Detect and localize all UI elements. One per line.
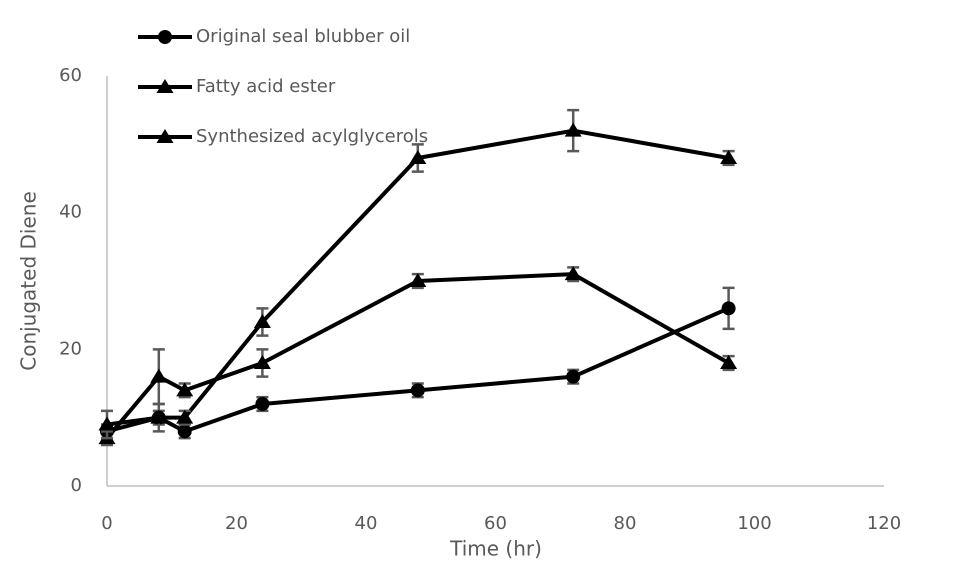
data-point	[255, 397, 270, 411]
data-point	[176, 409, 194, 424]
data-point	[177, 424, 192, 439]
data-point	[720, 150, 738, 164]
y-tick-label: 40	[59, 202, 82, 223]
x-tick-label: 60	[484, 513, 507, 534]
y-axis-label: Conjugated Diene	[17, 191, 41, 371]
data-point	[721, 301, 736, 316]
y-tick-label: 60	[59, 65, 82, 86]
x-tick-label: 80	[614, 513, 637, 534]
data-point	[409, 150, 427, 164]
data-point	[150, 368, 168, 383]
data-point	[176, 382, 194, 397]
legend-marker	[156, 129, 174, 143]
x-tick-label: 40	[355, 513, 378, 534]
legend-marker	[158, 30, 172, 44]
legend-label: Original seal blubber oil	[196, 26, 410, 47]
y-tick-label: 20	[59, 338, 82, 359]
data-point	[253, 355, 271, 369]
data-point	[720, 355, 738, 369]
data-point	[564, 122, 582, 137]
x-tick-label: 0	[101, 513, 112, 534]
legend-label: Fatty acid ester	[196, 76, 336, 97]
y-tick-label: 0	[71, 475, 82, 496]
data-point	[150, 409, 168, 424]
data-point	[98, 416, 116, 431]
data-point	[564, 266, 582, 281]
data-point	[566, 369, 581, 384]
x-tick-label: 120	[867, 513, 901, 534]
data-point	[253, 314, 271, 328]
x-tick-label: 100	[737, 513, 771, 534]
data-point	[410, 383, 425, 398]
x-tick-label: 20	[225, 513, 248, 534]
legend-label: Synthesized acylglycerols	[196, 126, 428, 147]
x-axis-label: Time (hr)	[449, 537, 542, 561]
data-point	[409, 273, 427, 287]
legend-marker	[156, 79, 174, 93]
